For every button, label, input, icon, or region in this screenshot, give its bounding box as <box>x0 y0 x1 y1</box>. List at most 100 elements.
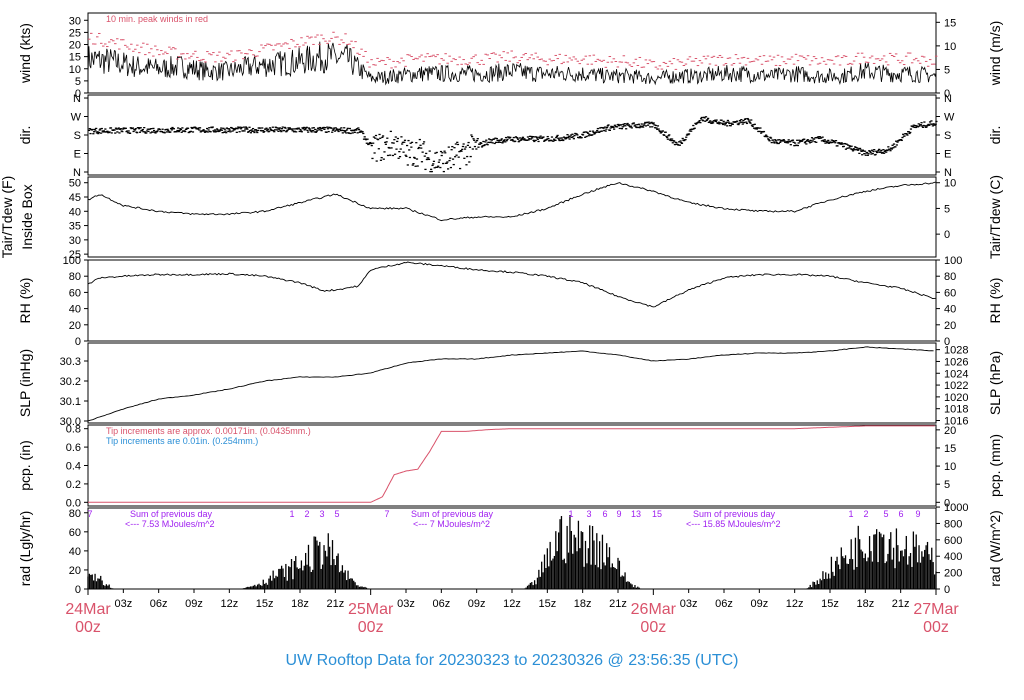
x-tick-label: 21z <box>326 598 344 610</box>
x-tick-label: 12z <box>786 598 804 610</box>
x-day-label: 24Mar <box>65 601 111 618</box>
y-axis-label-right: pcp. (mm) <box>987 434 1003 497</box>
y-tick-label: N <box>73 93 81 105</box>
y-tick-label: 10 <box>69 64 81 76</box>
x-tick-label: 03z <box>397 598 415 610</box>
y-axis-label: rad (Lgly/hr) <box>17 511 33 586</box>
panel-frame <box>87 342 937 424</box>
y-tick-label-right: 1028 <box>944 345 968 357</box>
y-tick-label: 20 <box>69 565 81 577</box>
x-tick-label: 09z <box>750 598 768 610</box>
y-tick-label: 0.6 <box>66 442 81 454</box>
y-tick-label-right: 1024 <box>944 368 968 380</box>
x-day-label: 27Mar <box>913 601 959 618</box>
y-tick-label: 30 <box>69 15 81 27</box>
y-tick-label-right: N <box>944 93 952 105</box>
y-axis-label-right: dir. <box>987 126 1003 145</box>
y-tick-label-right: 10 <box>944 178 956 190</box>
x-day-label: 26Mar <box>631 601 677 618</box>
y-tick-label: 45 <box>69 192 81 204</box>
y-tick-label: 0 <box>75 88 81 100</box>
y-tick-label: 25 <box>69 27 81 39</box>
x-tick-label: 03z <box>114 598 132 610</box>
x-tick-label: 06z <box>715 598 733 610</box>
x-tick-label: 18z <box>574 598 592 610</box>
hour-mark: 3 <box>586 509 591 519</box>
x-tick-label: 06z <box>150 598 168 610</box>
chart-annotation: Sum of previous day <box>130 509 213 519</box>
y-tick-label: 30.0 <box>60 416 81 428</box>
x-tick-label: 18z <box>856 598 874 610</box>
y-tick-label: 40 <box>69 206 81 218</box>
y-tick-label: 35 <box>69 221 81 233</box>
panel-frame <box>87 94 937 176</box>
y-axis-label-right: SLP (hPa) <box>987 351 1003 415</box>
series-line <box>87 41 937 86</box>
chart-annotation: Sum of previous day <box>411 509 494 519</box>
x-day-time: 00z <box>640 619 666 636</box>
y-axis-label: wind (kts) <box>17 23 33 84</box>
chart-annotation: <--- 7.53 MJoules/m^2 <box>125 519 215 529</box>
y-tick-label-right: N <box>944 167 952 179</box>
x-tick-label: 09z <box>468 598 486 610</box>
hour-mark: 5 <box>334 509 339 519</box>
precip-line <box>88 425 935 503</box>
y-tick-label-right: 0 <box>944 88 950 100</box>
hour-mark: 5 <box>883 509 888 519</box>
y-tick-label-right: 10 <box>944 41 956 53</box>
chart-note: Tip increments are 0.01in. (0.254mm.) <box>106 436 258 446</box>
y-axis-label: dir. <box>17 126 33 145</box>
y-tick-label-right: 40 <box>944 304 956 316</box>
y-tick-label-right: 200 <box>944 568 962 580</box>
y-tick-label-right: 20 <box>944 320 956 332</box>
y-axis-label-right: RH (%) <box>987 278 1003 324</box>
y-tick-label-right: 15 <box>944 443 956 455</box>
y-tick-label: 0.4 <box>66 461 81 473</box>
y-tick-label-right: 400 <box>944 551 962 563</box>
x-tick-label: 15z <box>538 598 556 610</box>
y-tick-label-right: 1000 <box>944 502 968 514</box>
y-tick-label-right: E <box>944 149 951 161</box>
y-axis-label: SLP (inHg) <box>17 349 33 417</box>
y-tick-label-right: 100 <box>944 255 962 267</box>
y-axis-label-right: rad (W/m^2) <box>987 510 1003 587</box>
y-tick-label: 50 <box>69 178 81 190</box>
hour-mark: 15 <box>652 509 662 519</box>
panel-frame <box>87 259 937 342</box>
y-tick-label-right: 0 <box>944 497 950 509</box>
y-tick-label: 30.2 <box>60 376 81 388</box>
y-tick-label-right: W <box>944 112 955 124</box>
y-tick-label: 30.3 <box>60 356 81 368</box>
y-tick-label-right: 20 <box>944 425 956 437</box>
x-tick-label: 15z <box>821 598 839 610</box>
hour-mark: 1 <box>568 509 573 519</box>
y-tick-label: 20 <box>69 320 81 332</box>
y-axis-label: pcp. (in) <box>17 440 33 491</box>
hour-mark: 9 <box>915 509 920 519</box>
y-tick-label: 0 <box>75 336 81 348</box>
y-tick-label: 40 <box>69 546 81 558</box>
y-tick-label-right: 5 <box>944 203 950 215</box>
y-tick-label-right: 0 <box>944 229 950 241</box>
hour-mark: 3 <box>319 509 324 519</box>
y-tick-label: 0.0 <box>66 497 81 509</box>
y-tick-label-right: 800 <box>944 518 962 530</box>
y-tick-label-right: 0 <box>944 336 950 348</box>
chart-annotation: Sum of previous day <box>693 509 776 519</box>
y-tick-label-right: 80 <box>944 271 956 283</box>
y-tick-label: E <box>74 149 81 161</box>
x-tick-label: 12z <box>220 598 238 610</box>
hour-mark: 2 <box>304 509 309 519</box>
y-tick-label-right: 1020 <box>944 392 968 404</box>
chart-annotation: <--- 15.85 MJoules/m^2 <box>686 519 781 529</box>
y-axis-label: Tair/Tdew (F) <box>0 176 15 258</box>
y-tick-label-right: 1022 <box>944 380 968 392</box>
y-axis-label-right: wind (m/s) <box>987 21 1003 87</box>
y-tick-label-right: 15 <box>944 17 956 29</box>
chart-note: Tip increments are approx. 0.00171in. (0… <box>106 426 311 436</box>
hour-mark: 1 <box>289 509 294 519</box>
x-day-time: 00z <box>923 619 949 636</box>
series-line <box>87 261 937 308</box>
y-tick-label: 30 <box>69 235 81 247</box>
